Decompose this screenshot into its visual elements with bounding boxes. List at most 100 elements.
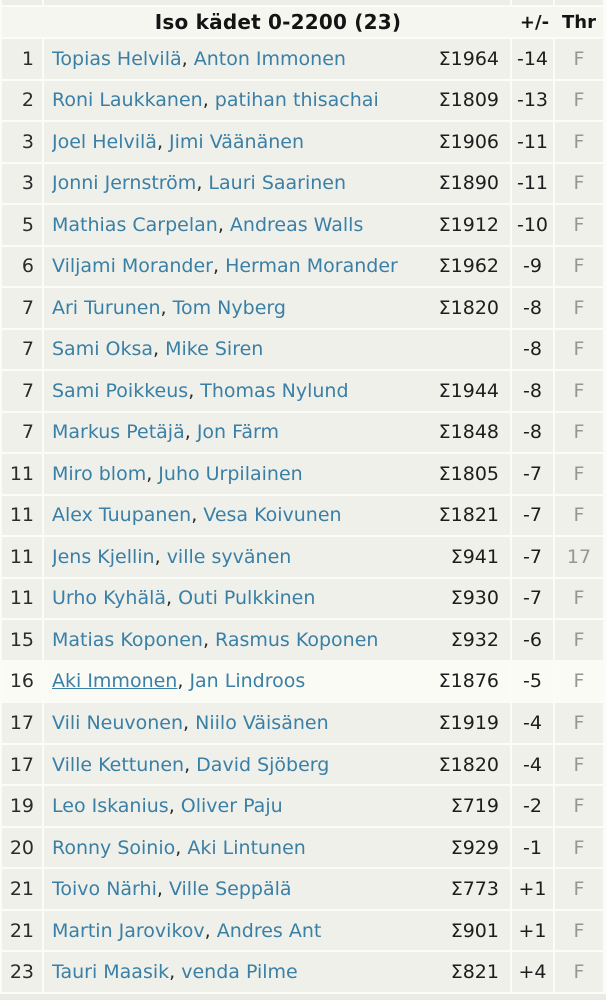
player-names: Jens Kjellin, ville syvänen	[52, 546, 291, 568]
player1-link[interactable]: Alex Tuupanen	[52, 504, 192, 527]
player2-link[interactable]: David Sjöberg	[196, 753, 330, 776]
standings-row: 1 Topias Helvilä, Anton Immonen Σ1964 -1…	[2, 39, 603, 79]
players-cell: Tauri Maasik, venda Pilme Σ821	[44, 952, 510, 992]
player2-link[interactable]: Andres Ant	[216, 919, 322, 942]
sum-rating: Σ1805	[438, 462, 499, 485]
name-separator: ,	[169, 961, 182, 984]
player1-link[interactable]: Martin Jarovikov	[52, 919, 205, 942]
player2-link[interactable]: Herman Morander	[225, 255, 398, 278]
standings-row: 7 Markus Petäjä, Jon Färm Σ1848 -8 F	[2, 412, 603, 453]
standings-row: 11 Alex Tuupanen, Vesa Koivunen Σ1821 -7…	[2, 495, 603, 536]
player-names: Miro blom, Juho Urpilainen	[52, 463, 303, 485]
player2-link[interactable]: Niilo Väisänen	[195, 712, 329, 734]
standings-row: 19 Leo Iskanius, Oliver Paju Σ719 -2 F	[2, 786, 603, 826]
players-cell: Topias Helvilä, Anton Immonen Σ1964	[44, 39, 510, 79]
player2-link[interactable]: venda Pilme	[181, 961, 298, 984]
player2-link[interactable]: Jon Färm	[196, 421, 279, 444]
player2-link[interactable]: Oliver Paju	[180, 795, 283, 818]
player2-link[interactable]: Rasmus Koponen	[215, 628, 379, 651]
plusminus-value: -2	[512, 786, 553, 826]
player1-link[interactable]: Viljami Morander	[52, 255, 213, 278]
sum-rating: Σ932	[450, 628, 499, 651]
sum-rating: Σ1906	[438, 130, 499, 153]
plusminus-value: +1	[512, 910, 553, 951]
player2-link[interactable]: Jimi Väänänen	[169, 130, 305, 153]
player1-link[interactable]: Mathias Carpelan	[52, 213, 218, 236]
player2-link[interactable]: Jan Lindroos	[189, 670, 306, 693]
player1-link[interactable]: Joel Helvilä	[52, 130, 157, 153]
player1-link[interactable]: Toivo Närhi	[52, 878, 157, 901]
player1-link[interactable]: Tauri Maasik	[52, 961, 170, 984]
plusminus-value: +4	[512, 952, 553, 992]
rank-cell: 21	[2, 869, 42, 909]
players-cell: Joel Helvilä, Jimi Väänänen Σ1906	[44, 122, 510, 162]
plusminus-value: -8	[512, 412, 553, 453]
name-separator: ,	[146, 462, 159, 485]
name-separator: ,	[202, 628, 216, 651]
player-names: Joel Helvilä, Jimi Väänänen	[52, 131, 304, 153]
player1-link[interactable]: Topias Helvilä	[52, 47, 182, 70]
name-separator: ,	[204, 919, 217, 942]
thr-value: F	[555, 786, 603, 826]
player2-link[interactable]: Thomas Nylund	[200, 379, 349, 402]
standings-row: 17 Ville Kettunen, David Sjöberg Σ1820 -…	[2, 744, 603, 785]
player1-link[interactable]: Urho Kyhälä	[52, 587, 167, 610]
name-separator: ,	[175, 836, 188, 859]
player1-link[interactable]: Aki Immonen	[52, 670, 178, 693]
previous-row-thr-cell	[555, 0, 603, 5]
player1-link[interactable]: Ville Kettunen	[52, 753, 185, 776]
player2-link[interactable]: Outi Pulkkinen	[178, 587, 316, 610]
thr-value: F	[555, 744, 603, 785]
thr-value: F	[555, 205, 603, 245]
player2-link[interactable]: Mike Siren	[165, 338, 264, 361]
name-separator: ,	[156, 878, 169, 901]
player1-link[interactable]: Roni Laukkanen	[52, 89, 203, 112]
player-names: Topias Helvilä, Anton Immonen	[52, 48, 346, 70]
player2-link[interactable]: Tom Nyberg	[172, 296, 286, 319]
previous-row-players-cell	[44, 0, 510, 5]
sum-rating: Σ1890	[438, 172, 499, 195]
player2-link[interactable]: Juho Urpilainen	[158, 462, 303, 485]
player1-link[interactable]: Leo Iskanius	[52, 795, 169, 818]
player1-link[interactable]: Sami Poikkeus	[52, 379, 189, 402]
players-cell: Viljami Morander, Herman Morander Σ1962	[44, 246, 510, 287]
rank-cell: 11	[2, 495, 42, 536]
name-separator: ,	[196, 172, 209, 195]
player2-link[interactable]: Aki Lintunen	[187, 836, 306, 859]
rank-cell: 3	[2, 122, 42, 162]
thr-value: F	[555, 122, 603, 162]
plusminus-value: -1	[512, 827, 553, 868]
player2-link[interactable]: Ville Seppälä	[168, 878, 292, 901]
player1-link[interactable]: Matias Koponen	[52, 628, 203, 651]
player2-link[interactable]: Lauri Saarinen	[208, 172, 347, 195]
player2-link[interactable]: ville syvänen	[166, 545, 292, 568]
player1-link[interactable]: Ronny Soinio	[52, 836, 176, 859]
player1-link[interactable]: Jonni Jernström	[52, 172, 197, 195]
player1-link[interactable]: Ari Turunen	[52, 296, 161, 319]
standings-row: 21 Martin Jarovikov, Andres Ant Σ901 +1 …	[2, 910, 603, 951]
standings-row: 17 Vili Neuvonen, Niilo Väisänen Σ1919 -…	[2, 703, 603, 743]
player2-link[interactable]: patihan thisachai	[214, 89, 379, 112]
player-names: Vili Neuvonen, Niilo Väisänen	[52, 712, 329, 734]
name-separator: ,	[183, 712, 196, 734]
player2-link[interactable]: Vesa Koivunen	[203, 504, 342, 527]
player-names: Tauri Maasik, venda Pilme	[52, 961, 298, 983]
rank-cell: 17	[2, 703, 42, 743]
players-cell: Sami Oksa, Mike Siren	[44, 329, 510, 370]
player2-link[interactable]: Andreas Walls	[229, 213, 364, 236]
player1-link[interactable]: Sami Oksa	[52, 338, 154, 361]
sum-rating: Σ1820	[438, 753, 499, 776]
thr-value: F	[555, 578, 603, 619]
player1-link[interactable]: Vili Neuvonen	[52, 712, 184, 734]
player1-link[interactable]: Markus Petäjä	[52, 421, 185, 444]
players-cell: Jonni Jernström, Lauri Saarinen Σ1890	[44, 163, 510, 204]
thr-value: F	[555, 288, 603, 328]
standings-row: 11 Miro blom, Juho Urpilainen Σ1805 -7 F	[2, 454, 603, 494]
player1-link[interactable]: Miro blom	[52, 462, 147, 485]
plusminus-value: -4	[512, 703, 553, 743]
player1-link[interactable]: Jens Kjellin	[52, 545, 155, 568]
standings-row: 23 Tauri Maasik, venda Pilme Σ821 +4 F	[2, 952, 603, 992]
rank-cell: 20	[2, 827, 42, 868]
player2-link[interactable]: Anton Immonen	[193, 47, 346, 70]
